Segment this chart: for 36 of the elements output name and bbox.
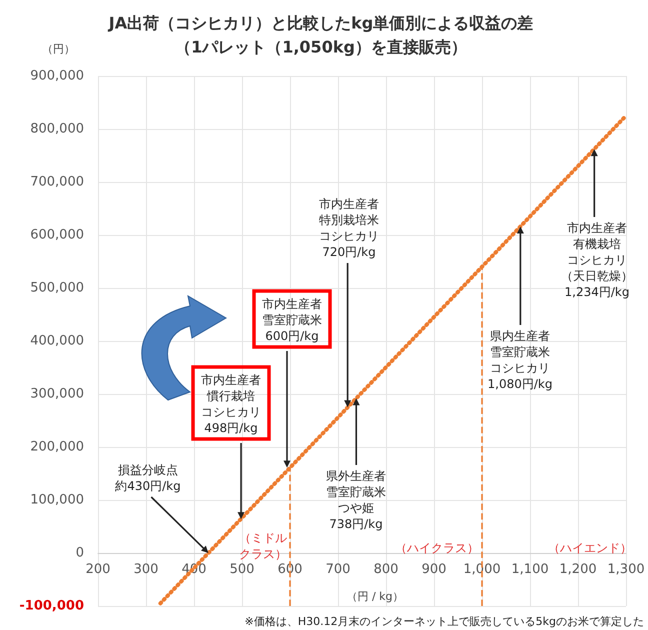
annotation: 市内生産者雪室貯蔵米600円/kg bbox=[262, 297, 322, 343]
y-tick-label: 500,000 bbox=[30, 280, 84, 296]
y-axis-title: （円） bbox=[42, 44, 75, 56]
x-tick-label: 300 bbox=[134, 562, 158, 577]
annotation: （ハイエンド） bbox=[548, 541, 632, 555]
annotation: 市内生産者有機栽培コシヒカリ（天日乾燥）1,234円/kg bbox=[561, 221, 633, 299]
x-tick-label: 1,300 bbox=[607, 562, 645, 577]
y-tick-label: 600,000 bbox=[30, 228, 84, 242]
x-axis-title: （円 / kg） bbox=[346, 590, 404, 603]
x-tick-label: 600 bbox=[278, 562, 302, 577]
annotation: 県内生産者雪室貯蔵米コシヒカリ1,080円/kg bbox=[488, 329, 552, 391]
y-tick-label: 900,000 bbox=[30, 68, 84, 84]
x-tick-label: 1,000 bbox=[463, 562, 501, 577]
x-tick-label: 200 bbox=[86, 562, 110, 577]
x-tick-label: 800 bbox=[374, 562, 398, 577]
y-tick-label: 300,000 bbox=[30, 386, 84, 402]
x-tick-label: 1,200 bbox=[559, 562, 597, 577]
y-tick-label: 400,000 bbox=[30, 334, 84, 348]
y-tick-label: 100,000 bbox=[30, 492, 84, 508]
y-tick-label: 0 bbox=[76, 546, 84, 560]
annotation: 市内生産者特別栽培米コシヒカリ720円/kg bbox=[319, 197, 379, 259]
annotation: （ハイクラス） bbox=[395, 541, 479, 555]
annotation: 市内生産者慣行栽培コシヒカリ498円/kg bbox=[201, 373, 261, 435]
y-tick-label: 700,000 bbox=[30, 174, 84, 190]
x-tick-label: 700 bbox=[326, 562, 350, 577]
text: ※価格は、H30.12月末のインターネット上で販売している5kgのお米で算定した bbox=[244, 615, 644, 628]
y-tick-label: -100,000 bbox=[19, 598, 84, 614]
annotation: 損益分岐点約430円/kg bbox=[115, 463, 181, 493]
x-tick-label: 900 bbox=[422, 562, 446, 577]
x-tick-label: 1,100 bbox=[511, 562, 549, 577]
chart-title: JA出荷（コシヒカリ）と比較したkg単価別による収益の差（1パレット（1,050kg）を直接販売） bbox=[108, 14, 534, 56]
y-tick-label: 800,000 bbox=[30, 122, 84, 136]
y-tick-label: 200,000 bbox=[30, 440, 84, 454]
annotation: （ミドルクラス） bbox=[239, 531, 287, 561]
x-tick-label: 500 bbox=[230, 562, 254, 577]
annotation: 県外生産者雪室貯蔵米つや姫738円/kg bbox=[326, 469, 386, 531]
